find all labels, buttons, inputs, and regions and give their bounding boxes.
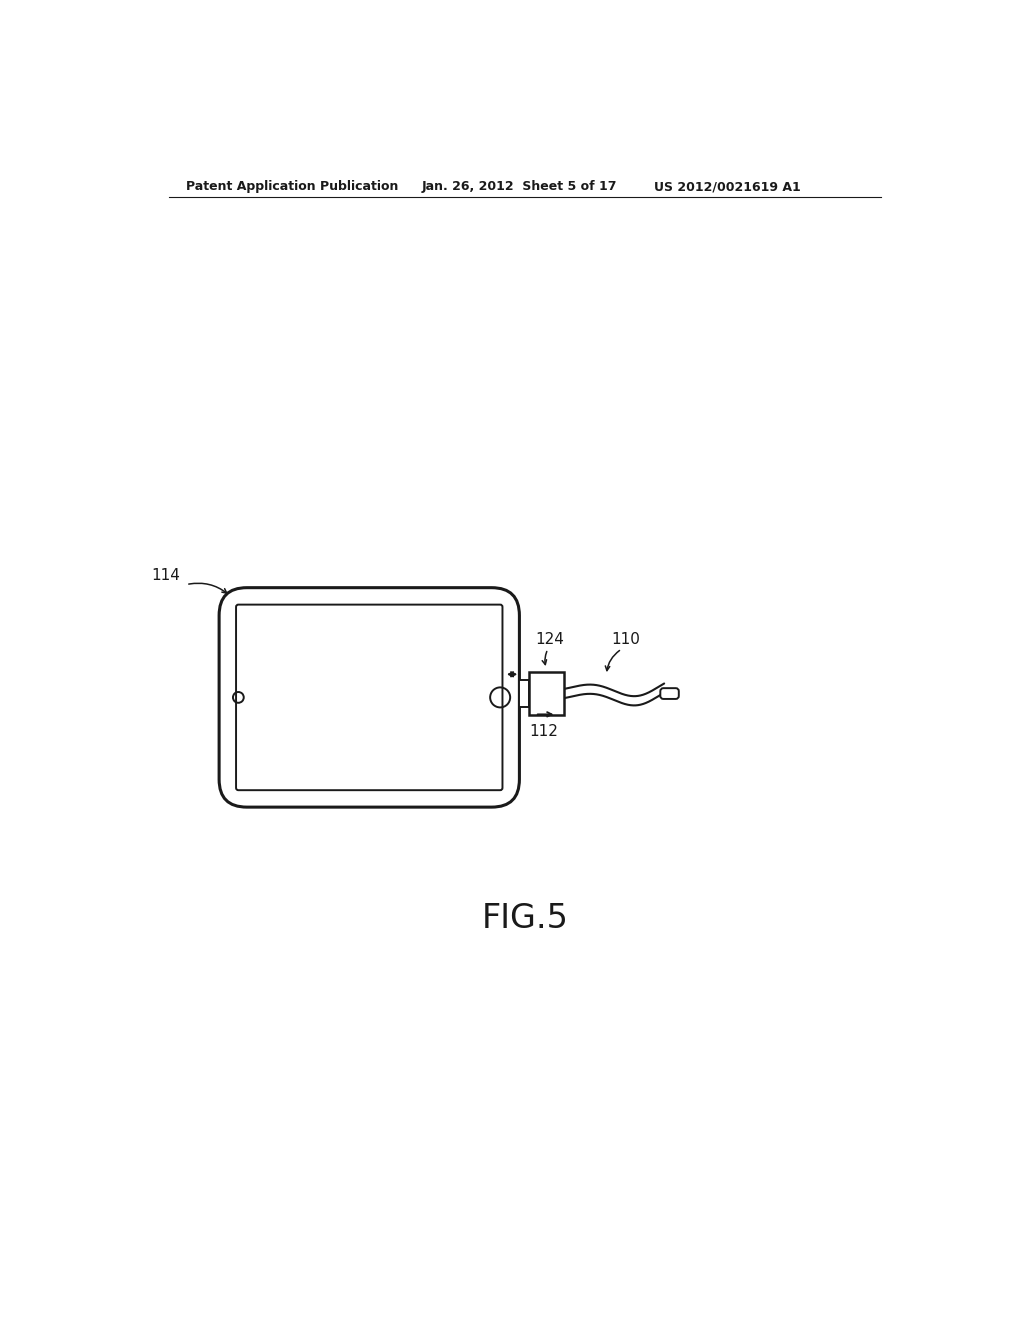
Bar bbox=[519, 681, 528, 706]
Text: US 2012/0021619 A1: US 2012/0021619 A1 bbox=[654, 181, 801, 194]
FancyBboxPatch shape bbox=[660, 688, 679, 700]
Text: 114: 114 bbox=[152, 568, 180, 583]
Text: FIG.5: FIG.5 bbox=[481, 903, 568, 936]
Text: 124: 124 bbox=[535, 632, 564, 647]
Text: 112: 112 bbox=[529, 723, 558, 739]
FancyBboxPatch shape bbox=[237, 605, 503, 791]
Text: 110: 110 bbox=[611, 632, 640, 647]
Text: Jan. 26, 2012  Sheet 5 of 17: Jan. 26, 2012 Sheet 5 of 17 bbox=[422, 181, 617, 194]
Bar bbox=[528, 672, 564, 715]
Text: Patent Application Publication: Patent Application Publication bbox=[186, 181, 398, 194]
FancyBboxPatch shape bbox=[219, 587, 519, 807]
